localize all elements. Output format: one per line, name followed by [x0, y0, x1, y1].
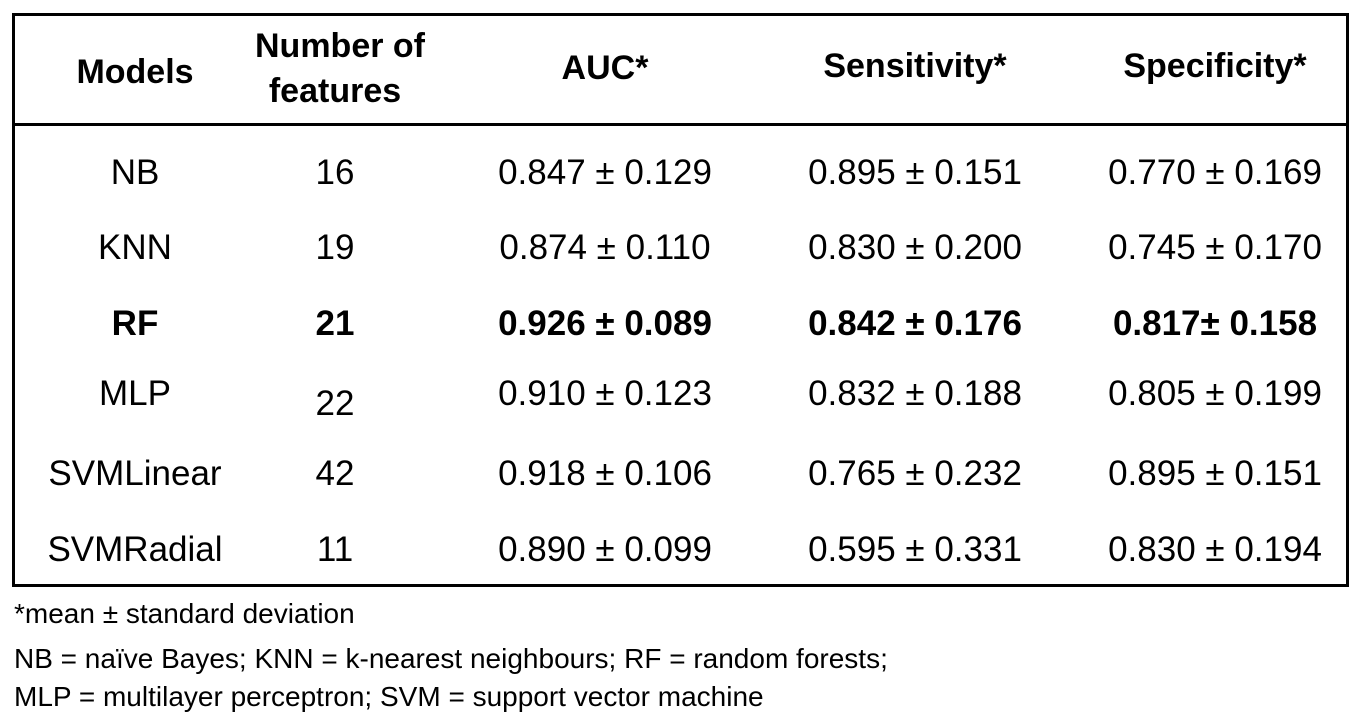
- row-model: NB: [110, 153, 160, 192]
- footnote-abbreviations-2: MLP = multilayer perceptron; SVM = suppo…: [14, 681, 764, 712]
- row-auc: 0.910 ± 0.123: [498, 374, 712, 413]
- row-specificity: 0.770 ± 0.169: [1108, 153, 1322, 192]
- row-specificity: 0.745 ± 0.170: [1108, 228, 1322, 267]
- row-auc: 0.874 ± 0.110: [499, 228, 711, 267]
- row-auc: 0.890 ± 0.099: [498, 530, 712, 569]
- row-specificity: 0.895 ± 0.151: [1108, 454, 1322, 493]
- header-specificity: Specificity*: [1123, 47, 1307, 85]
- header-auc: AUC*: [561, 49, 649, 87]
- row-model: RF: [111, 304, 159, 343]
- row-auc: 0.926 ± 0.089: [498, 304, 712, 343]
- row-features: 21: [315, 304, 355, 343]
- header-models: Models: [76, 53, 194, 91]
- row-auc: 0.847 ± 0.129: [498, 153, 712, 192]
- row-sensitivity: 0.595 ± 0.331: [808, 530, 1022, 569]
- header-features-line1: Number of: [255, 27, 425, 65]
- row-features: 22: [315, 384, 355, 423]
- footnote-mean-sd: *mean ± standard deviation: [14, 598, 355, 629]
- results-table: Models Number of features AUC* Sensitivi…: [12, 13, 1349, 587]
- row-features: 16: [315, 153, 355, 192]
- row-features: 19: [315, 228, 355, 267]
- row-model: MLP: [99, 374, 171, 413]
- header-divider: [15, 123, 1346, 126]
- row-features: 11: [316, 530, 354, 569]
- row-auc: 0.918 ± 0.106: [498, 454, 712, 493]
- row-model: SVMLinear: [48, 454, 222, 493]
- row-features: 42: [315, 454, 355, 493]
- row-specificity: 0.817± 0.158: [1112, 304, 1318, 343]
- row-sensitivity: 0.830 ± 0.200: [808, 228, 1022, 267]
- header-features-line2: features: [268, 72, 402, 110]
- row-sensitivity: 0.895 ± 0.151: [808, 153, 1022, 192]
- row-model: SVMRadial: [47, 530, 223, 569]
- row-model: KNN: [98, 228, 172, 267]
- header-sensitivity: Sensitivity*: [823, 47, 1007, 85]
- footnote-abbreviations-1: NB = naïve Bayes; KNN = k-nearest neighb…: [14, 643, 888, 674]
- row-sensitivity: 0.765 ± 0.232: [808, 454, 1022, 493]
- row-sensitivity: 0.832 ± 0.188: [808, 374, 1022, 413]
- row-specificity: 0.830 ± 0.194: [1108, 530, 1322, 569]
- row-specificity: 0.805 ± 0.199: [1108, 374, 1322, 413]
- row-sensitivity: 0.842 ± 0.176: [808, 304, 1022, 343]
